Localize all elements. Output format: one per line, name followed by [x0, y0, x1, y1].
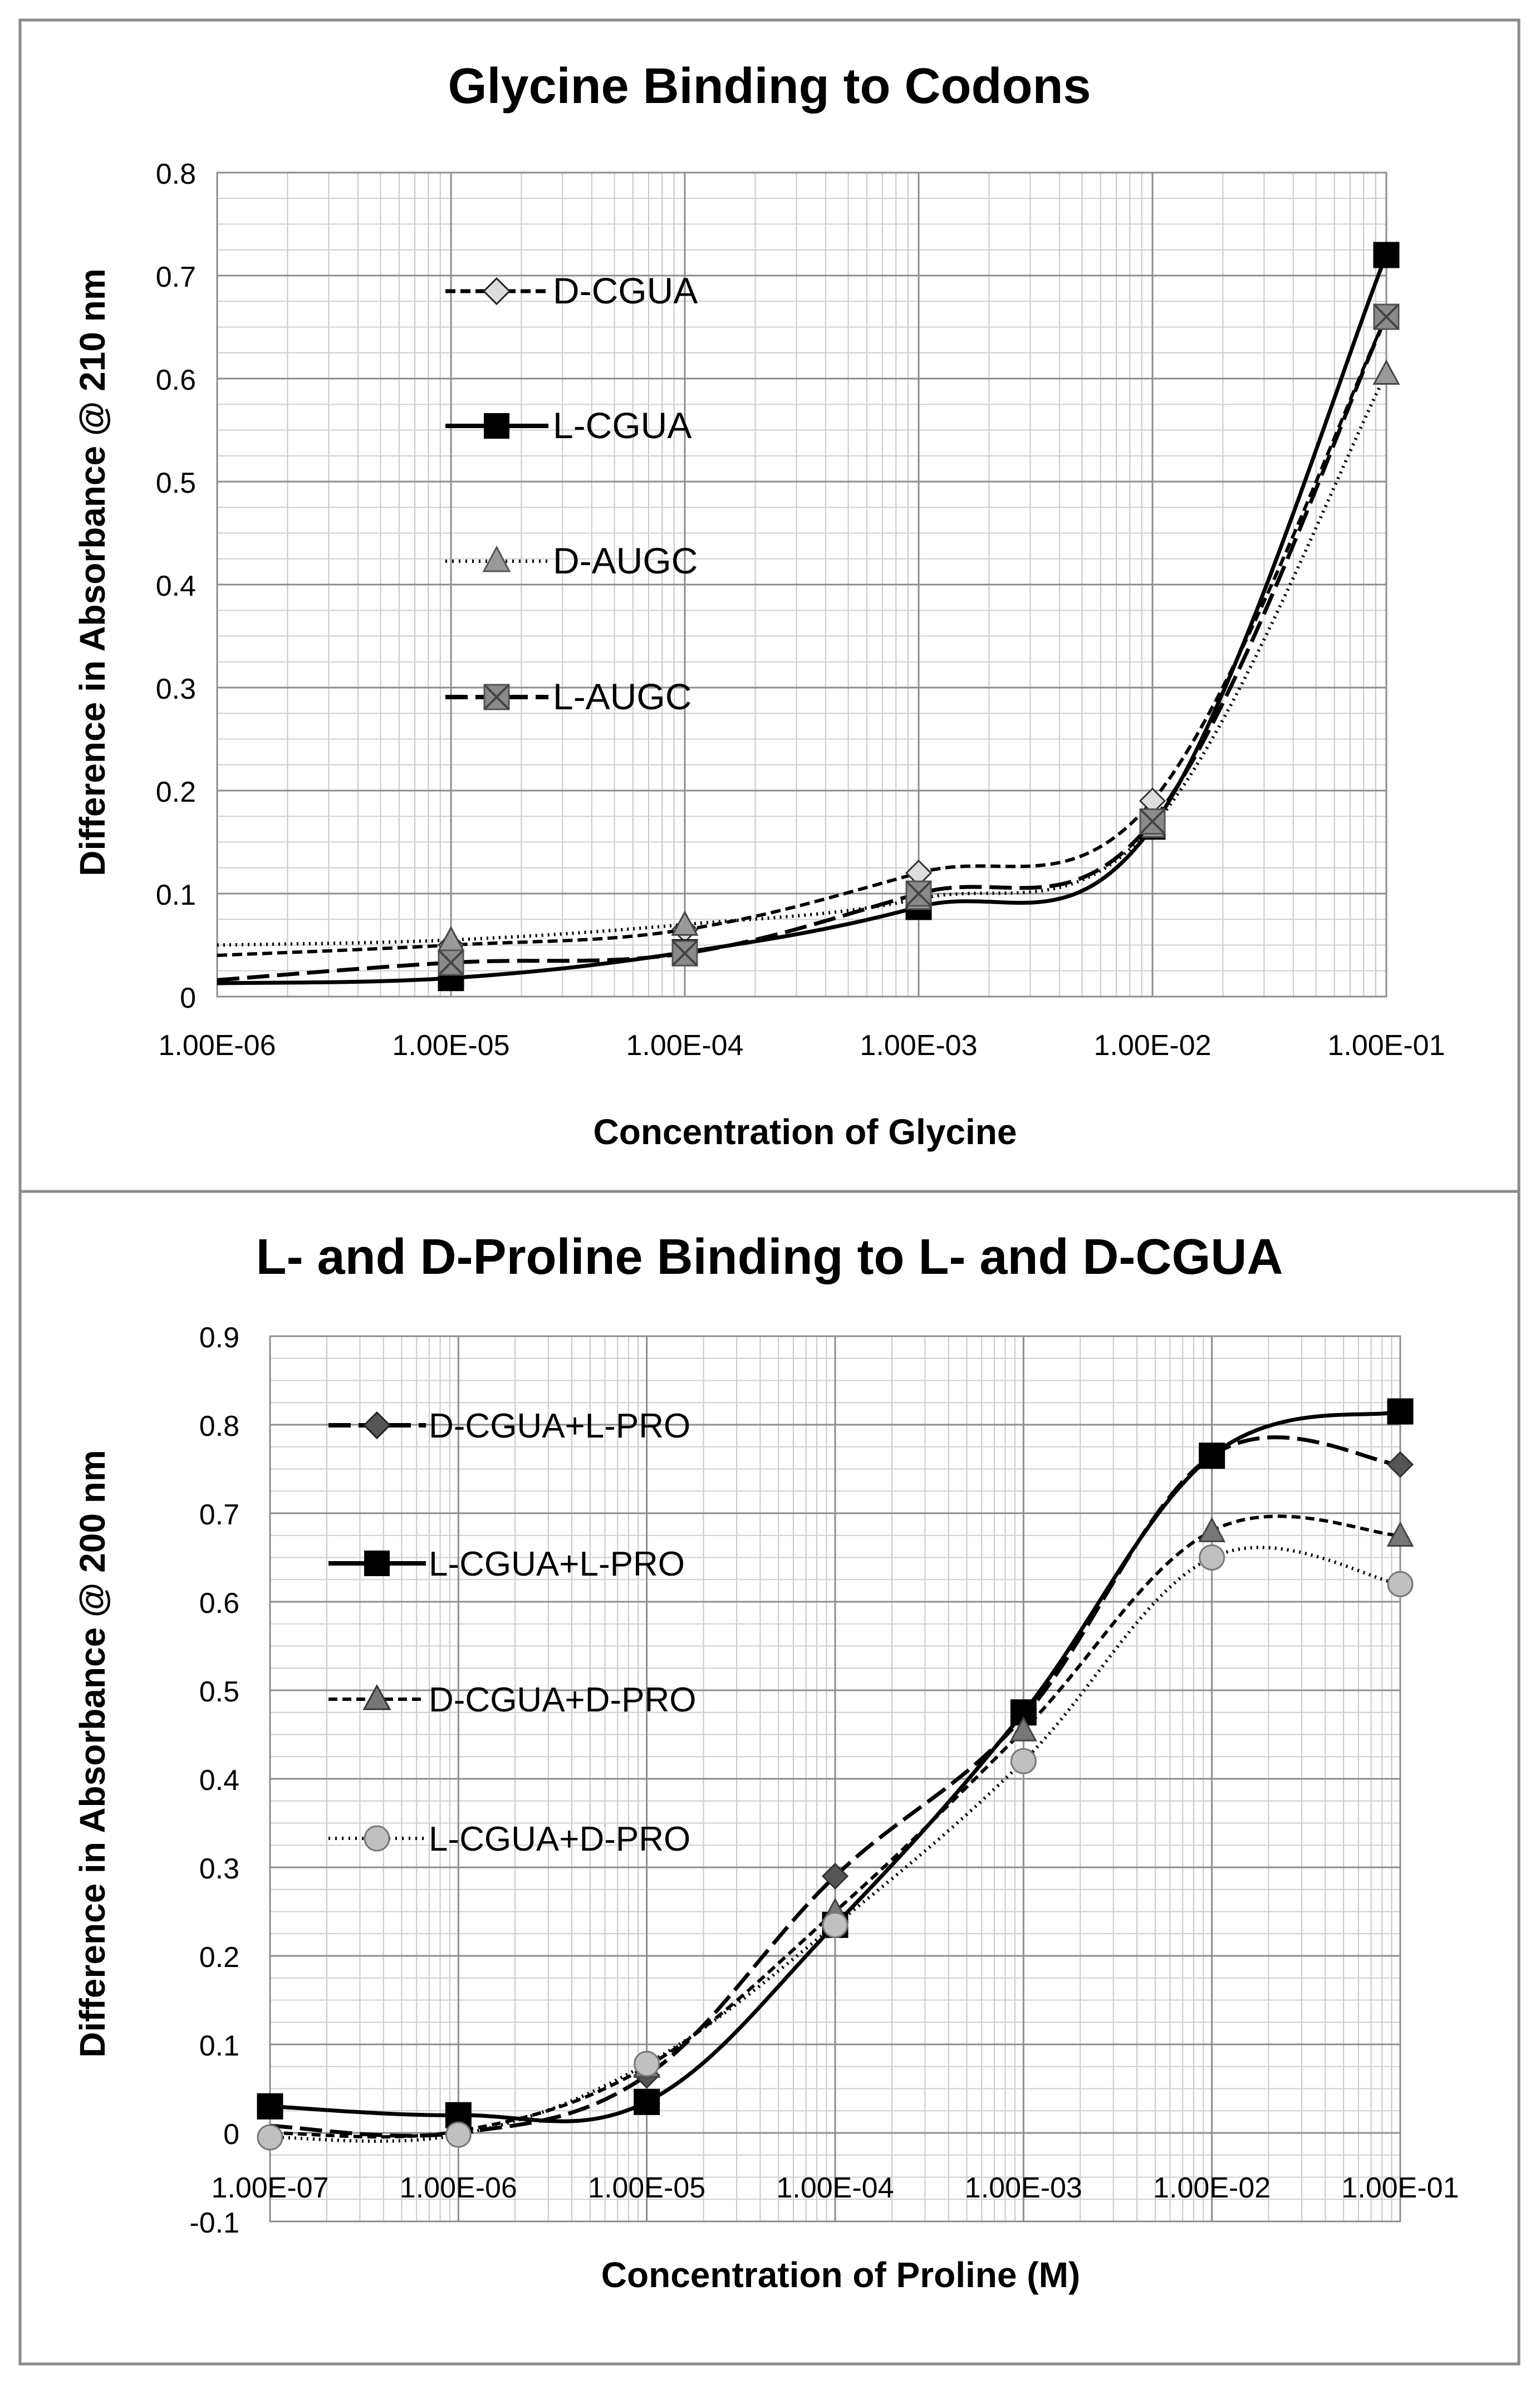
chart1-y-tick-label: 0.8 — [156, 158, 196, 190]
chart2-series-l-cgua-d-pro-point — [822, 1911, 849, 1938]
chart1-plot-area: 0 0.1 0.2 0.3 0.4 0.5 0.6 0.7 0.8 1.00E-06 1.00E-0… — [156, 158, 1445, 1062]
chart1-series-l-augc-point-x — [438, 949, 464, 976]
chart2-legend-item-l-cgua-l-pro[interactable]: L-CGUA+L-PRO — [328, 1545, 685, 1583]
chart2-title: L- and D-Proline Binding to L- and D-CGU… — [256, 1229, 1283, 1285]
chart1-title: Glycine Binding to Codons — [448, 58, 1091, 114]
chart2-x-tick-label: 1.00E-02 — [1153, 2172, 1271, 2204]
chart2-series-d-cgua-d-pro-point — [1198, 1517, 1226, 1542]
chart1-legend-label-d-augc: D-AUGC — [553, 540, 698, 581]
chart2-y-tick-label: -0.1 — [189, 2207, 239, 2239]
chart1-x-tick-label: 1.00E-01 — [1327, 1029, 1445, 1062]
chart2-x-axis-label: Concentration of Proline (M) — [601, 2255, 1080, 2295]
chart2-y-tick-label: 0.8 — [199, 1410, 239, 1443]
chart1-series-l-augc — [217, 303, 1400, 982]
chart1-y-tick-label: 0.2 — [156, 776, 196, 808]
chart2-y-tick-label: 0.4 — [199, 1764, 239, 1797]
chart2-series-l-cgua-d-pro-point — [257, 2124, 283, 2151]
chart2-legend: D-CGUA+L-PRO L-CGUA+L-PRO D-CGUA+D-PRO L… — [328, 1407, 697, 1858]
chart1-legend-marker-d-cgua — [482, 277, 511, 306]
chart1-series-l-augc-point-x — [1373, 303, 1400, 330]
chart2-series-l-cgua-d-pro-point — [1199, 1544, 1225, 1571]
chart1-series-d-augc-point — [1372, 359, 1400, 385]
chart2-legend-item-d-cgua-d-pro[interactable]: D-CGUA+D-PRO — [328, 1681, 697, 1719]
chart1-legend-item-l-augc[interactable]: L-AUGC — [445, 676, 691, 717]
chart-proline: L- and D-Proline Binding to L- and D-CGU… — [72, 1229, 1459, 2295]
chart1-y-axis-label: Difference in Absorbance @ 210 nm — [72, 268, 112, 876]
chart2-series-l-cgua-d-pro-point — [1010, 1748, 1037, 1774]
chart2-x-tick-label: 1.00E-05 — [588, 2172, 705, 2204]
chart1-y-tick-label: 0.7 — [156, 261, 196, 293]
chart2-series-l-cgua-d-pro-point — [445, 2121, 472, 2148]
chart1-legend: D-CGUA L-CGUA D-AUGC L-AUGC — [445, 270, 698, 717]
chart2-legend-marker-l-cgua-l-pro — [364, 1551, 390, 1576]
chart2-series-d-cgua-l-pro-point — [1386, 1451, 1414, 1478]
chart-glycine: Glycine Binding to Codons 00.10.20.30.40… — [72, 58, 1445, 1152]
chart2-x-tick-label: 1.00E-03 — [965, 2172, 1082, 2204]
chart1-y-tick-label: 0.6 — [156, 364, 196, 396]
chart1-legend-item-d-augc[interactable]: D-AUGC — [445, 540, 698, 581]
chart1-x-tick-label: 1.00E-03 — [860, 1029, 977, 1062]
chart1-legend-marker-d-augc — [482, 545, 511, 572]
chart2-legend-marker-d-cgua-d-pro — [362, 1684, 391, 1710]
chart1-legend-item-d-cgua[interactable]: D-CGUA — [445, 270, 698, 311]
chart2-series-d-cgua-l-pro-point — [821, 1862, 849, 1890]
chart1-x-tick-label: 1.00E-02 — [1093, 1029, 1211, 1062]
chart1-series-l-augc-point-x — [671, 940, 698, 967]
chart2-series-d-cgua-d-pro-point — [1009, 1716, 1037, 1742]
chart1-series-l-augc-point-x — [1139, 808, 1166, 835]
chart1-legend-label-l-cgua: L-CGUA — [553, 405, 691, 446]
chart1-series-d-augc-point — [671, 910, 699, 936]
chart2-x-tick-label: 1.00E-07 — [211, 2172, 328, 2204]
chart2-series-l-cgua-d-pro — [257, 1544, 1414, 2151]
chart2-x-tick-label: 1.00E-06 — [400, 2172, 517, 2204]
chart2-series-l-cgua-l-pro-point — [634, 2088, 660, 2115]
chart1-series-l-augc-point-x — [905, 880, 932, 907]
chart1-legend-marker-l-augc-x — [483, 684, 510, 710]
chart2-legend-label-d-cgua-d-pro: D-CGUA+D-PRO — [429, 1681, 697, 1719]
chart1-y-tick-label: 0 — [180, 982, 196, 1014]
chart2-series-l-cgua-d-pro-point — [1387, 1571, 1414, 1597]
chart1-legend-label-d-cgua: D-CGUA — [553, 270, 698, 311]
chart1-x-tick-label: 1.00E-04 — [626, 1029, 743, 1062]
chart2-y-axis-label: Difference in Absorbance @ 200 nm — [72, 1450, 112, 2057]
chart1-series-l-cgua-point — [1373, 242, 1400, 268]
chart2-plot-area: -0.1 0 0.1 0.2 0.3 0.4 0.5 0.6 0.7 0.8 0.9 1.00E-07… — [189, 1322, 1459, 2239]
chart2-series-l-cgua-l-pro-point — [1387, 1398, 1414, 1425]
chart2-y-tick-label: 0.1 — [199, 2030, 239, 2062]
chart1-x-tick-label: 1.00E-05 — [392, 1029, 509, 1062]
chart2-legend-label-l-cgua-d-pro: L-CGUA+D-PRO — [429, 1820, 690, 1858]
chart1-y-tick-label: 0.5 — [156, 467, 196, 499]
chart2-y-tick-label: 0.7 — [199, 1499, 239, 1531]
chart1-y-tick-label: 0.4 — [156, 570, 196, 602]
chart2-series-d-cgua-d-pro-point — [1386, 1521, 1414, 1547]
chart2-y-tick-label: 0.6 — [199, 1587, 239, 1620]
chart2-y-tick-label: 0 — [223, 2118, 239, 2151]
chart2-y-tick-label: 0.3 — [199, 1853, 239, 1885]
chart1-y-tick-label: 0.3 — [156, 673, 196, 705]
chart2-series-d-cgua-l-pro-line — [269, 1435, 1401, 2138]
chart1-y-tick-label: 0.1 — [156, 879, 196, 911]
chart2-y-tick-label: 0.5 — [199, 1676, 239, 1708]
chart2-legend-marker-d-cgua-l-pro — [362, 1411, 391, 1440]
chart2-legend-label-l-cgua-l-pro: L-CGUA+L-PRO — [429, 1545, 685, 1583]
chart1-legend-item-l-cgua[interactable]: L-CGUA — [445, 405, 691, 446]
chart1-x-tick-label: 1.00E-06 — [158, 1029, 276, 1062]
chart2-series-l-cgua-d-pro-point — [634, 2051, 660, 2077]
chart1-legend-marker-l-cgua — [484, 413, 509, 439]
chart2-x-tick-label: 1.00E-04 — [776, 2172, 894, 2204]
chart1-legend-label-l-augc: L-AUGC — [553, 676, 691, 717]
chart2-legend-marker-l-cgua-d-pro — [364, 1825, 390, 1852]
chart2-legend-label-d-cgua-l-pro: D-CGUA+L-PRO — [429, 1407, 690, 1445]
chart2-legend-item-l-cgua-d-pro[interactable]: L-CGUA+D-PRO — [328, 1820, 690, 1858]
chart1-x-axis-label: Concentration of Glycine — [594, 1112, 1017, 1152]
chart2-y-tick-label: 0.9 — [199, 1322, 239, 1354]
chart2-series-l-cgua-l-pro-point — [1199, 1443, 1225, 1469]
chart2-legend-item-d-cgua-l-pro[interactable]: D-CGUA+L-PRO — [328, 1407, 690, 1445]
chart2-series-l-cgua-l-pro-point — [257, 2093, 283, 2120]
chart2-y-tick-label: 0.2 — [199, 1941, 239, 1974]
chart2-x-tick-label: 1.00E-01 — [1341, 2172, 1459, 2204]
